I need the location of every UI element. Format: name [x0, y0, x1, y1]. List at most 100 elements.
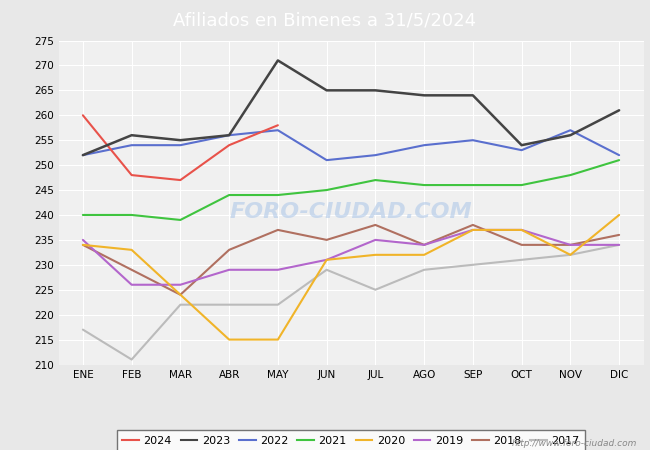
2017: [225, 302, 233, 307]
2017: [469, 262, 477, 267]
2022: [615, 153, 623, 158]
2021: [517, 182, 525, 188]
2023: [225, 132, 233, 138]
Line: 2017: 2017: [83, 245, 619, 360]
2019: [225, 267, 233, 273]
2024: [79, 112, 87, 118]
2020: [420, 252, 428, 257]
2023: [79, 153, 87, 158]
2023: [274, 58, 282, 63]
2019: [420, 242, 428, 248]
2024: [274, 122, 282, 128]
2022: [469, 138, 477, 143]
2018: [566, 242, 575, 248]
2021: [322, 187, 330, 193]
2021: [566, 172, 575, 178]
2019: [469, 227, 477, 233]
2022: [420, 143, 428, 148]
2023: [469, 93, 477, 98]
2024: [225, 143, 233, 148]
2017: [517, 257, 525, 262]
2021: [372, 177, 380, 183]
2021: [469, 182, 477, 188]
2020: [225, 337, 233, 342]
2021: [615, 158, 623, 163]
2020: [322, 257, 330, 262]
Line: 2019: 2019: [83, 230, 619, 285]
2020: [274, 337, 282, 342]
2021: [225, 192, 233, 198]
2019: [274, 267, 282, 273]
Line: 2023: 2023: [83, 60, 619, 155]
2017: [420, 267, 428, 273]
Line: 2020: 2020: [83, 215, 619, 340]
2017: [322, 267, 330, 273]
2020: [469, 227, 477, 233]
Line: 2024: 2024: [83, 115, 278, 180]
2023: [615, 108, 623, 113]
2019: [177, 282, 185, 288]
2017: [79, 327, 87, 332]
2022: [79, 153, 87, 158]
Line: 2022: 2022: [83, 130, 619, 160]
2023: [127, 132, 136, 138]
2024: [127, 172, 136, 178]
2017: [127, 357, 136, 362]
2019: [615, 242, 623, 248]
2021: [177, 217, 185, 223]
2017: [566, 252, 575, 257]
2022: [322, 158, 330, 163]
2017: [615, 242, 623, 248]
2017: [274, 302, 282, 307]
2019: [517, 227, 525, 233]
2020: [177, 292, 185, 297]
2023: [322, 88, 330, 93]
2017: [177, 302, 185, 307]
2023: [566, 132, 575, 138]
2018: [225, 247, 233, 252]
2023: [517, 143, 525, 148]
2019: [79, 237, 87, 243]
2020: [79, 242, 87, 248]
2019: [322, 257, 330, 262]
Text: Afiliados en Bimenes a 31/5/2024: Afiliados en Bimenes a 31/5/2024: [174, 11, 476, 29]
2022: [372, 153, 380, 158]
Legend: 2024, 2023, 2022, 2021, 2020, 2019, 2018, 2017: 2024, 2023, 2022, 2021, 2020, 2019, 2018…: [117, 430, 585, 450]
2022: [225, 132, 233, 138]
2017: [372, 287, 380, 292]
2018: [79, 242, 87, 248]
2020: [127, 247, 136, 252]
Text: FORO-CIUDAD.COM: FORO-CIUDAD.COM: [229, 202, 473, 222]
2018: [372, 222, 380, 228]
2022: [127, 143, 136, 148]
Text: http://www.foro-ciudad.com: http://www.foro-ciudad.com: [512, 439, 637, 448]
2018: [274, 227, 282, 233]
2022: [177, 143, 185, 148]
2020: [615, 212, 623, 218]
2019: [372, 237, 380, 243]
2018: [469, 222, 477, 228]
Line: 2018: 2018: [83, 225, 619, 295]
2022: [274, 127, 282, 133]
2022: [566, 127, 575, 133]
2018: [127, 267, 136, 273]
2021: [420, 182, 428, 188]
2022: [517, 148, 525, 153]
2023: [372, 88, 380, 93]
2018: [322, 237, 330, 243]
2020: [372, 252, 380, 257]
2018: [615, 232, 623, 238]
2021: [127, 212, 136, 218]
2019: [127, 282, 136, 288]
Line: 2021: 2021: [83, 160, 619, 220]
2024: [177, 177, 185, 183]
2018: [420, 242, 428, 248]
2023: [177, 138, 185, 143]
2020: [566, 252, 575, 257]
2021: [79, 212, 87, 218]
2019: [566, 242, 575, 248]
2018: [177, 292, 185, 297]
2021: [274, 192, 282, 198]
2023: [420, 93, 428, 98]
2020: [517, 227, 525, 233]
